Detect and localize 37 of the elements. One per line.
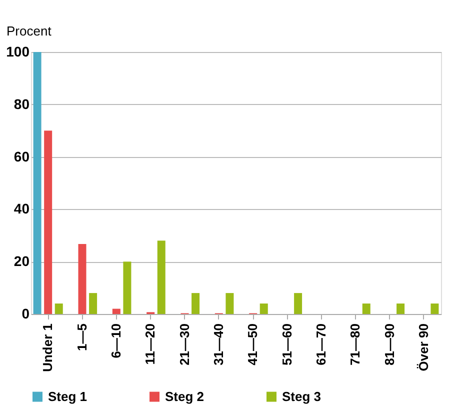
y-axis-title: Procent bbox=[6, 24, 52, 38]
bar bbox=[294, 293, 302, 314]
bar bbox=[430, 304, 439, 314]
y-tick-label: 40 bbox=[14, 200, 30, 217]
bar bbox=[260, 304, 268, 314]
bar bbox=[44, 130, 52, 314]
x-tick-label: 81—90 bbox=[382, 324, 397, 366]
bar bbox=[396, 304, 405, 314]
y-tick-label: 0 bbox=[22, 306, 30, 322]
x-tick-label: 41—50 bbox=[245, 324, 260, 366]
legend-label: Steg 2 bbox=[165, 388, 204, 404]
x-tick-label: 1—5 bbox=[74, 324, 90, 351]
x-tick-label: 61—70 bbox=[313, 324, 328, 366]
bar bbox=[54, 304, 63, 314]
bar bbox=[33, 52, 42, 314]
x-tick-label: 11—20 bbox=[142, 324, 158, 365]
x-tick-label: 71—80 bbox=[348, 324, 363, 366]
y-tick-label: 60 bbox=[14, 148, 30, 164]
y-tick-label: 20 bbox=[14, 253, 30, 270]
bar bbox=[112, 308, 120, 314]
x-tick-label: 21—30 bbox=[176, 324, 192, 366]
bar bbox=[157, 240, 166, 314]
y-tick-label: 80 bbox=[14, 96, 30, 112]
x-tick-label: Över 90 bbox=[416, 324, 431, 372]
y-tick-label: 100 bbox=[6, 44, 30, 60]
bar bbox=[123, 262, 132, 314]
x-tick-label: 6—10 bbox=[108, 324, 124, 358]
legend-label: Steg 1 bbox=[48, 388, 88, 404]
bar bbox=[192, 293, 200, 314]
bar bbox=[226, 293, 234, 314]
bar bbox=[362, 304, 370, 314]
x-tick-label: Under 1 bbox=[40, 324, 56, 372]
x-tick-label: 31—40 bbox=[210, 324, 226, 366]
bar bbox=[89, 293, 98, 314]
legend-label: Steg 3 bbox=[282, 388, 322, 404]
bar bbox=[78, 244, 86, 314]
x-tick-label: 51—60 bbox=[279, 324, 294, 366]
